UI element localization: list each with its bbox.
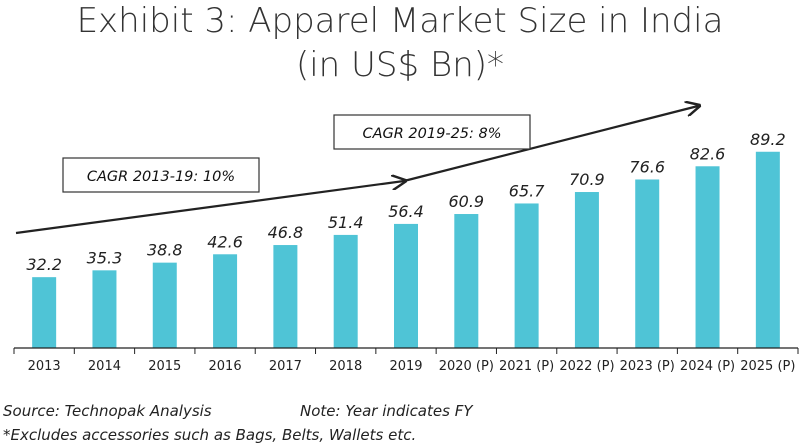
bar-2020-p xyxy=(454,214,479,348)
value-label: 70.9 xyxy=(569,170,605,189)
x-tick-label: 2019 xyxy=(389,359,422,374)
x-tick-label: 2018 xyxy=(329,359,362,374)
value-labels-layer: 32.2 35.3 38.8 42.6 46.8 51.4 56.4 60.9 65.7 70.9… xyxy=(26,130,785,274)
chart-title-line2: (in US$ Bn)* xyxy=(296,45,504,85)
bar-2022-p xyxy=(574,192,599,348)
bar-2023-p xyxy=(635,179,660,348)
footnote-text: *Excludes accessories such as Bags, Belt… xyxy=(3,426,416,444)
x-tick-label: 2016 xyxy=(209,359,242,374)
x-axis xyxy=(13,347,799,354)
cagr-2013-19-box: CAGR 2013-19: 10% xyxy=(62,157,260,193)
bar-2014 xyxy=(92,270,117,348)
cagr-2019-25-box: CAGR 2019-25: 8% xyxy=(333,114,531,150)
bar-2024-p xyxy=(695,166,720,348)
value-label: 35.3 xyxy=(87,248,123,267)
cagr-2019-25-label: CAGR 2019-25: 8% xyxy=(362,126,501,142)
x-tick-label: 2014 xyxy=(88,359,121,374)
x-tick-label: 2024 (P) xyxy=(680,359,735,374)
bars-layer xyxy=(32,151,780,348)
x-tick-label: 2023 (P) xyxy=(620,359,675,374)
x-tick-labels: 2013 2014 2015 2016 2017 2018 2019 2020 (P) 2021… xyxy=(28,359,796,374)
x-tick-label: 2017 xyxy=(269,359,302,374)
bar-2025-p xyxy=(755,151,780,348)
x-tick-label: 2020 (P) xyxy=(439,359,494,374)
bar-2021-p xyxy=(514,203,539,348)
value-label: 32.2 xyxy=(26,255,62,274)
value-label: 65.7 xyxy=(509,181,545,200)
value-label: 89.2 xyxy=(750,130,786,149)
cagr-2013-19-arrow xyxy=(15,181,404,235)
x-tick-label: 2021 (P) xyxy=(499,359,554,374)
bar-2017 xyxy=(273,245,298,348)
note-text: Note: Year indicates FY xyxy=(300,402,474,420)
source-text: Source: Technopak Analysis xyxy=(3,402,212,420)
value-label: 38.8 xyxy=(147,241,183,260)
cagr-2013-19-label: CAGR 2013-19: 10% xyxy=(87,169,235,185)
x-tick-label: 2015 xyxy=(148,359,181,374)
bar-2013 xyxy=(32,277,57,348)
cagr-2019-25-arrow xyxy=(403,106,698,183)
bar-2019 xyxy=(394,223,418,348)
value-label: 82.6 xyxy=(690,144,726,163)
x-tick-label: 2022 (P) xyxy=(559,359,614,374)
bar-2016 xyxy=(213,254,238,348)
value-label: 51.4 xyxy=(328,213,364,232)
value-label: 46.8 xyxy=(268,223,304,242)
bar-2015 xyxy=(152,262,177,348)
x-tick-label: 2025 (P) xyxy=(740,359,795,374)
x-tick-label: 2013 xyxy=(28,359,61,374)
chart-title-line1: Exhibit 3: Apparel Market Size in India xyxy=(77,1,724,41)
bar-2018 xyxy=(333,234,358,348)
value-label: 42.6 xyxy=(207,232,243,251)
value-label: 76.6 xyxy=(629,157,665,176)
value-label: 56.4 xyxy=(388,202,424,221)
value-label: 60.9 xyxy=(448,192,484,211)
